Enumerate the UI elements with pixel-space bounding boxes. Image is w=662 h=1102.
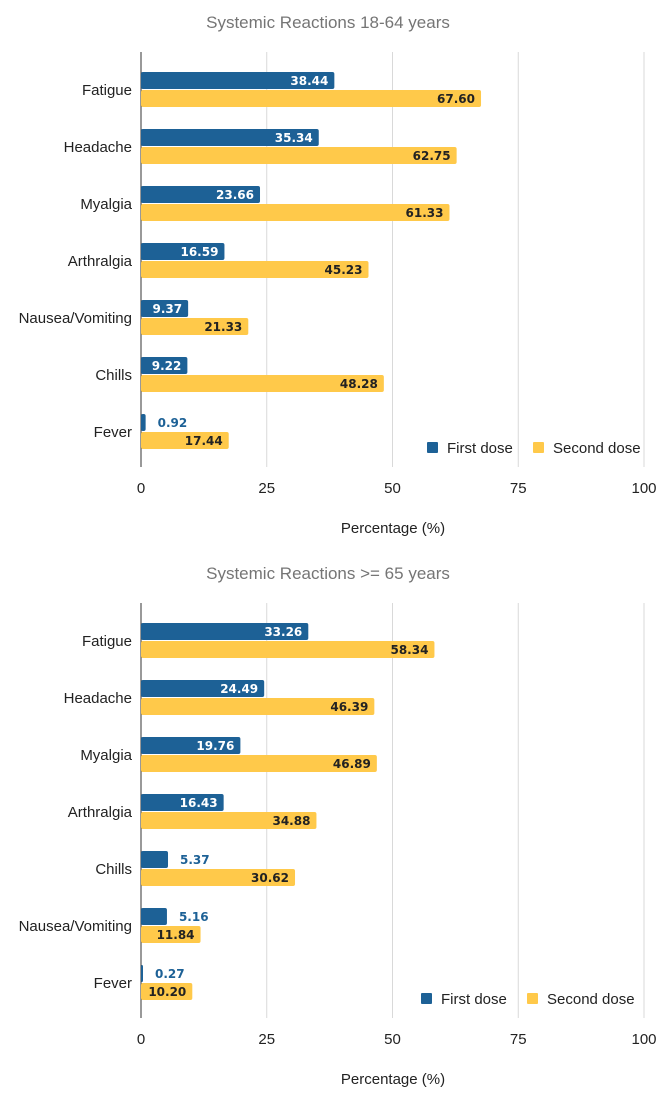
data-label: 46.39 [330, 700, 368, 714]
bar-first-dose [141, 794, 224, 811]
chart-1: Systemic Reactions 18-64 years 0 25 50 75 100… [19, 13, 657, 537]
bar-first-dose [141, 72, 335, 89]
chart-2: Systemic Reactions >= 65 years 0 25 50 75 100… [19, 564, 657, 1088]
category-label: Arthralgia [68, 253, 133, 270]
x-axis-label: Percentage (%) [341, 520, 445, 537]
x-tick-label: 75 [510, 1031, 527, 1048]
legend-swatch [421, 993, 432, 1004]
legend-label: Second dose [553, 440, 641, 457]
category-label: Fever [94, 424, 132, 441]
data-label: 24.49 [220, 682, 258, 696]
data-label: 0.92 [158, 416, 188, 430]
legend-label: First dose [441, 991, 507, 1008]
legend-swatch [527, 993, 538, 1004]
bar-second-dose [141, 318, 249, 335]
bar-first-dose [141, 186, 261, 203]
x-tick-label: 100 [631, 1031, 656, 1048]
data-label: 33.26 [264, 625, 302, 639]
x-tick-label: 75 [510, 480, 527, 497]
data-label: 46.89 [333, 757, 371, 771]
data-label: 17.44 [185, 434, 223, 448]
data-label: 67.60 [437, 92, 475, 106]
bar-second-dose [141, 204, 450, 221]
bar-second-dose [141, 375, 384, 392]
data-label: 5.16 [179, 910, 209, 924]
bar-second-dose [141, 641, 435, 658]
bar-first-dose [141, 300, 189, 317]
bar-first-dose [141, 623, 309, 640]
data-label: 16.59 [180, 245, 218, 259]
bar-second-dose [141, 755, 377, 772]
bar-second-dose [141, 812, 317, 829]
bar-second-dose [141, 926, 201, 943]
legend-label: Second dose [547, 991, 635, 1008]
chart-title: Systemic Reactions 18-64 years [206, 13, 450, 32]
data-label: 11.84 [157, 928, 195, 942]
bar-second-dose [141, 261, 369, 278]
bar-first-dose [141, 243, 225, 260]
bar-first-dose [141, 680, 265, 697]
category-label: Chills [95, 367, 132, 384]
data-label: 9.37 [153, 302, 183, 316]
bar-first-dose [141, 851, 169, 868]
x-tick-label: 0 [137, 480, 145, 497]
bar-second-dose [141, 90, 482, 107]
category-label: Fatigue [82, 82, 132, 99]
data-label: 19.76 [196, 739, 234, 753]
x-tick-label: 25 [258, 1031, 275, 1048]
category-label: Arthralgia [68, 804, 133, 821]
bar-second-dose [141, 147, 457, 164]
x-tick-label: 50 [384, 480, 401, 497]
category-label: Fatigue [82, 633, 132, 650]
data-label: 61.33 [406, 206, 444, 220]
bar-first-dose [141, 129, 319, 146]
category-label: Chills [95, 861, 132, 878]
data-label: 16.43 [180, 796, 218, 810]
data-label: 9.22 [152, 359, 182, 373]
bar-second-dose [141, 869, 296, 886]
bar-second-dose [141, 983, 193, 1000]
data-label: 45.23 [325, 263, 363, 277]
bar-second-dose [141, 432, 229, 449]
bar-first-dose [141, 965, 143, 982]
legend-swatch [427, 442, 438, 453]
category-label: Headache [64, 139, 132, 156]
category-label: Myalgia [80, 196, 132, 213]
chart-title: Systemic Reactions >= 65 years [206, 564, 450, 583]
bar-first-dose [141, 357, 188, 374]
data-label: 30.62 [251, 871, 289, 885]
bar-first-dose [141, 737, 241, 754]
category-label: Headache [64, 690, 132, 707]
x-tick-label: 100 [631, 480, 656, 497]
x-axis-label: Percentage (%) [341, 1071, 445, 1088]
x-tick-label: 25 [258, 480, 275, 497]
data-label: 35.34 [275, 131, 313, 145]
bar-second-dose [141, 698, 375, 715]
data-label: 21.33 [204, 320, 242, 334]
category-label: Nausea/Vomiting [19, 310, 132, 327]
data-label: 0.27 [155, 967, 185, 981]
data-label: 48.28 [340, 377, 378, 391]
data-label: 38.44 [290, 74, 328, 88]
category-label: Fever [94, 975, 132, 992]
x-tick-label: 50 [384, 1031, 401, 1048]
x-tick-label: 0 [137, 1031, 145, 1048]
bar-first-dose [141, 908, 167, 925]
category-label: Myalgia [80, 747, 132, 764]
data-label: 23.66 [216, 188, 254, 202]
data-label: 10.20 [148, 985, 186, 999]
legend-label: First dose [447, 440, 513, 457]
bar-first-dose [141, 414, 146, 431]
data-label: 58.34 [390, 643, 428, 657]
data-label: 62.75 [413, 149, 451, 163]
legend-swatch [533, 442, 544, 453]
data-label: 34.88 [272, 814, 310, 828]
category-label: Nausea/Vomiting [19, 918, 132, 935]
data-label: 5.37 [180, 853, 210, 867]
